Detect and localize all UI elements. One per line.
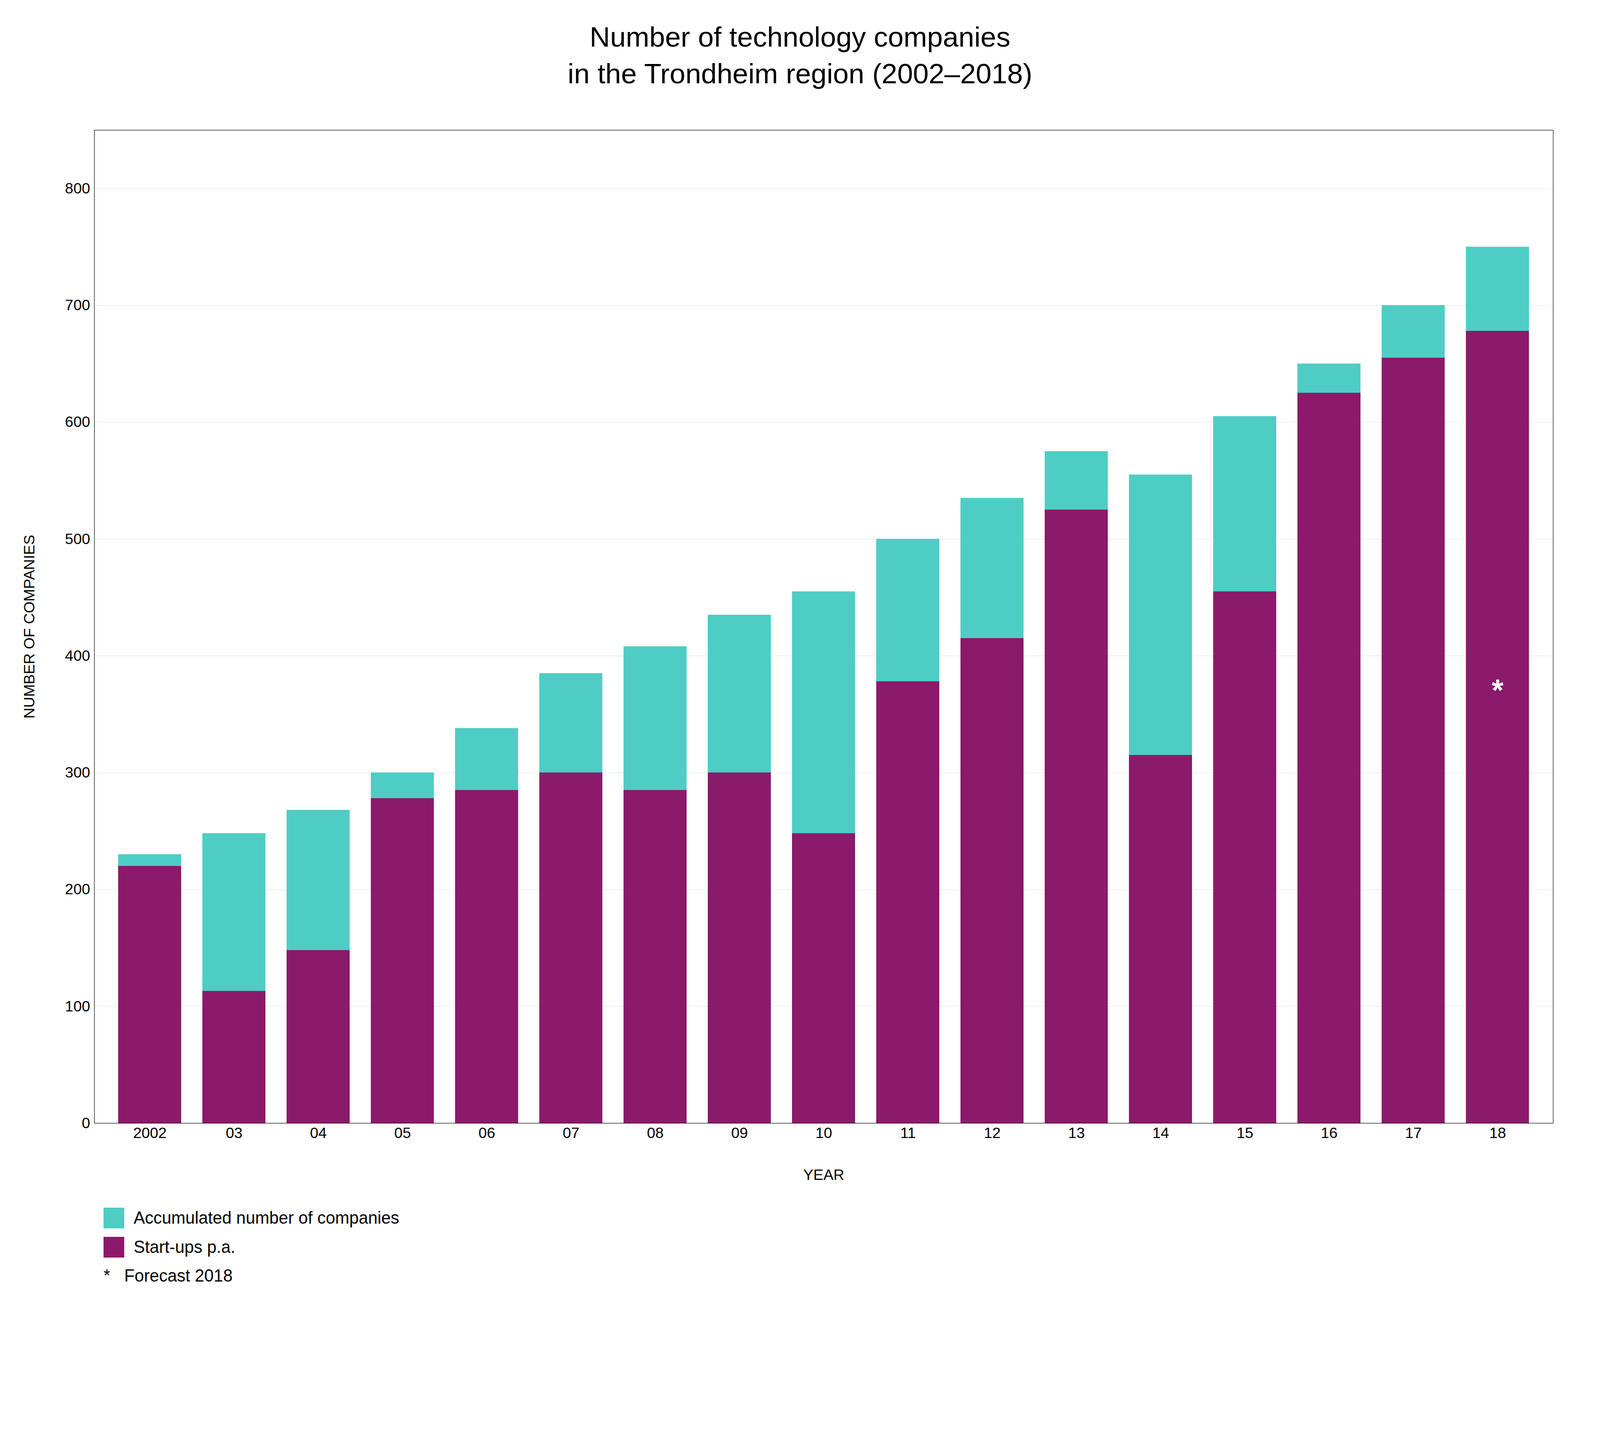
svg-text:2002: 2002 bbox=[133, 1124, 167, 1142]
svg-text:10: 10 bbox=[815, 1124, 833, 1142]
html-text:Accumulated number of companie: Accumulated number of companies bbox=[133, 1208, 400, 1228]
html-text:Start-ups p.a.: Start-ups p.a. bbox=[133, 1237, 236, 1257]
svg-text:12: 12 bbox=[984, 1124, 1001, 1142]
svg-text:18: 18 bbox=[1489, 1124, 1507, 1142]
svg-text:03: 03 bbox=[225, 1124, 243, 1142]
svg-text:15: 15 bbox=[1236, 1124, 1254, 1142]
svg-text:800: 800 bbox=[64, 179, 90, 197]
svg-text:500: 500 bbox=[64, 530, 90, 548]
svg-text:YEAR: YEAR bbox=[803, 1166, 845, 1184]
svg-text:09: 09 bbox=[731, 1124, 749, 1142]
svg-text:100: 100 bbox=[64, 997, 90, 1015]
svg-text:04: 04 bbox=[310, 1124, 328, 1142]
svg-text:600: 600 bbox=[64, 413, 90, 431]
svg-text:0: 0 bbox=[81, 1114, 91, 1132]
svg-text:13: 13 bbox=[1068, 1124, 1086, 1142]
svg-text:05: 05 bbox=[394, 1124, 412, 1142]
html-text:Number of technology companies: Number of technology companies in the Tr… bbox=[567, 21, 1033, 90]
svg-text:17: 17 bbox=[1405, 1124, 1423, 1142]
svg-text:400: 400 bbox=[64, 647, 90, 664]
svg-text:08: 08 bbox=[647, 1124, 664, 1142]
html-text:* Forecast 2018: * Forecast 2018 bbox=[103, 1265, 233, 1286]
svg-text:200: 200 bbox=[64, 880, 90, 898]
svg-text:300: 300 bbox=[64, 763, 90, 781]
svg-text:700: 700 bbox=[64, 296, 90, 314]
svg-text:06: 06 bbox=[478, 1124, 496, 1142]
svg-text:11: 11 bbox=[900, 1124, 916, 1142]
svg-text:07: 07 bbox=[562, 1124, 580, 1142]
svg-text:14: 14 bbox=[1152, 1124, 1170, 1142]
svg-text:*: * bbox=[1491, 673, 1504, 708]
svg-text:NUMBER OF COMPANIES: NUMBER OF COMPANIES bbox=[20, 534, 38, 719]
svg-text:16: 16 bbox=[1320, 1124, 1338, 1142]
